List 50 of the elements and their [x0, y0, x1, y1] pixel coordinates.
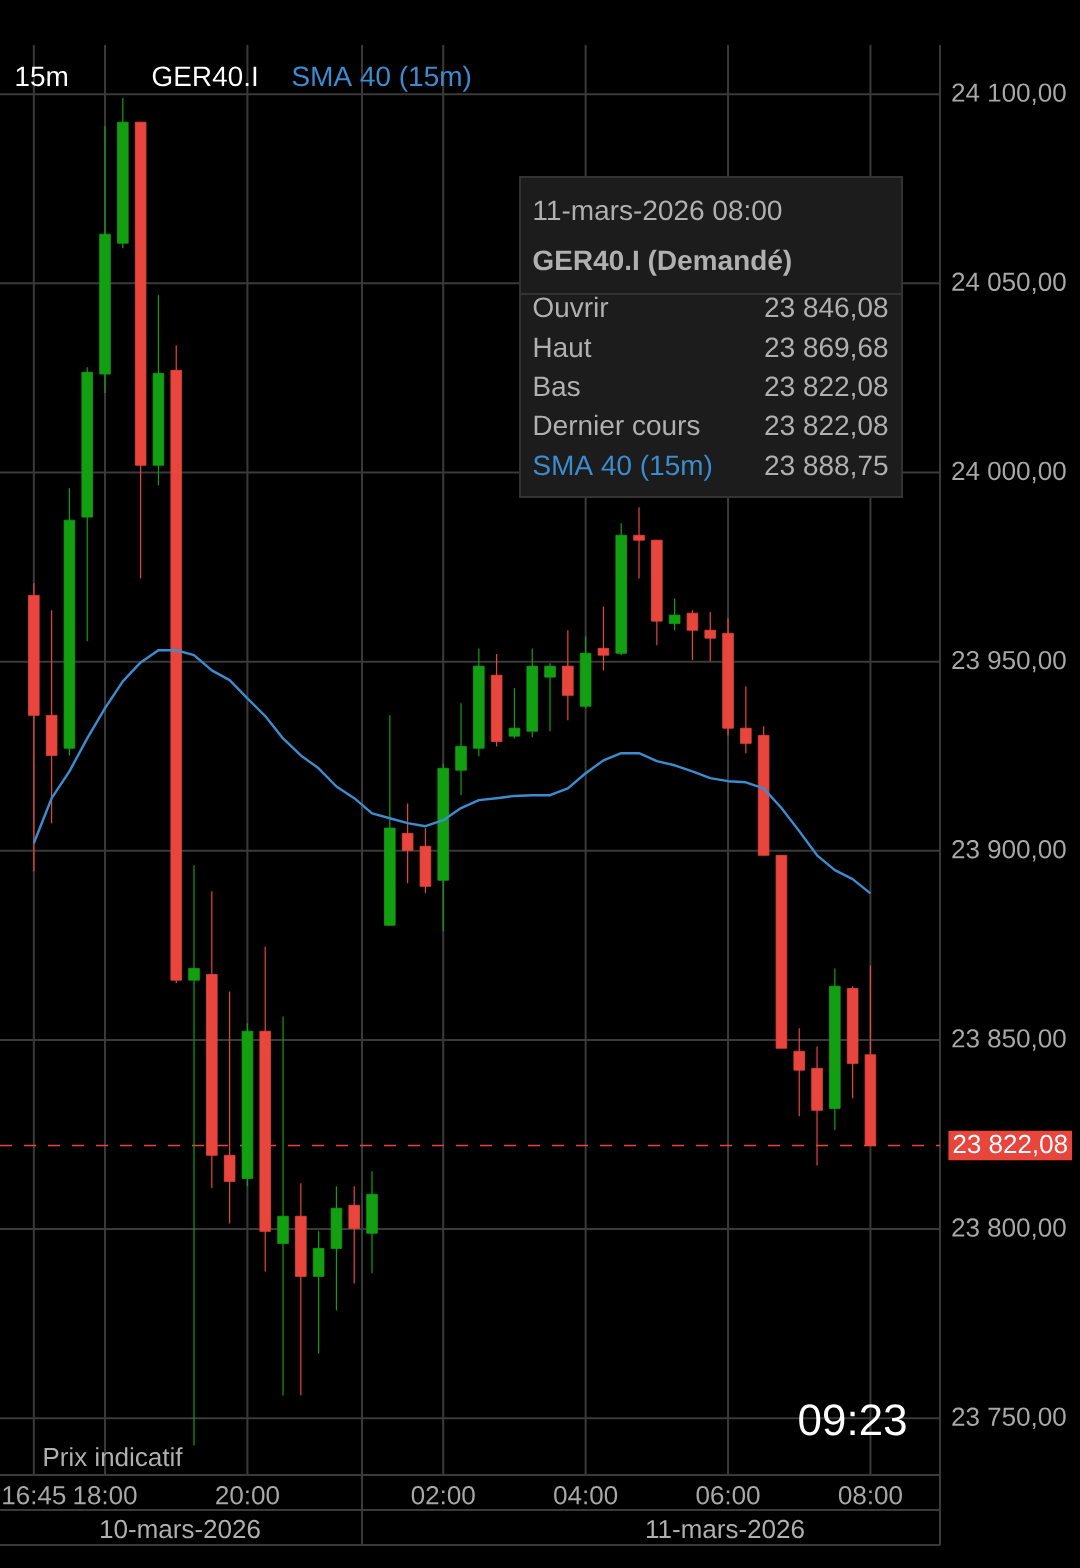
y-tick-label: 23 850,00	[952, 1029, 1066, 1051]
y-tick-label: 24 050,00	[952, 272, 1066, 295]
annotation: Ouvrir	[533, 296, 609, 318]
candlestick	[740, 685, 752, 754]
x-tick-label: 18:00	[74, 1486, 137, 1505]
x-tick-label: 04:00	[554, 1486, 618, 1505]
x-tick-label: 20:00	[216, 1486, 279, 1505]
x-tick-label: 16:45	[3, 1486, 66, 1505]
y-tick-label: 23 750,00	[952, 1407, 1066, 1429]
annotation: SMA 40 (15m)	[533, 454, 712, 481]
y-tick-label: 24 100,00	[952, 83, 1066, 105]
candlestick	[455, 702, 467, 796]
text: GER40.I	[152, 66, 257, 87]
annotation: 23 869,68	[765, 337, 888, 361]
annotation: Haut	[534, 337, 592, 358]
candlestick	[277, 1015, 289, 1397]
y-tick-label: 23 950,00	[952, 650, 1066, 673]
annotation: 23 888,75	[765, 455, 888, 479]
text: 10-mars-2026	[101, 1519, 260, 1539]
candlestick	[508, 687, 521, 740]
candlestick	[401, 802, 414, 884]
candlestick	[704, 611, 716, 662]
annotation: 23 822,08	[765, 376, 888, 400]
y-tick-label: 24 000,00	[952, 461, 1066, 484]
candlestick	[348, 1185, 360, 1285]
annotation: 09:23	[799, 1404, 906, 1436]
line-series	[32, 649, 872, 895]
x-tick-label: 06:00	[696, 1486, 760, 1505]
annotation: 23 822,08	[765, 415, 888, 439]
candlestick	[597, 605, 610, 671]
annotation: 11-mars-2026 08:00	[534, 200, 782, 221]
x-tick-label: 08:00	[838, 1486, 902, 1505]
annotation: Prix indicatif	[44, 1447, 183, 1467]
ref-line-label: 23 822,08	[953, 1134, 1067, 1157]
annotation: Bas	[534, 376, 580, 397]
annotation: 15m	[16, 66, 67, 87]
annotation: Dernier cours	[534, 414, 700, 436]
text: 11-mars-2026	[647, 1519, 804, 1539]
candlestick	[668, 597, 681, 631]
annotation: GER40.I (Demandé)	[533, 249, 791, 276]
text: SMA 40 (15m)	[292, 65, 471, 92]
candlestick	[188, 864, 200, 1447]
candlestick	[633, 506, 645, 580]
y-tick-label: 23 800,00	[952, 1218, 1066, 1240]
y-tick-label: 23 900,00	[952, 840, 1066, 862]
candlestick	[686, 609, 699, 661]
candlestick	[793, 1027, 805, 1117]
x-tick-label: 02:00	[411, 1486, 475, 1505]
candlestick	[544, 662, 556, 732]
annotation: 23 846,08	[765, 297, 888, 321]
